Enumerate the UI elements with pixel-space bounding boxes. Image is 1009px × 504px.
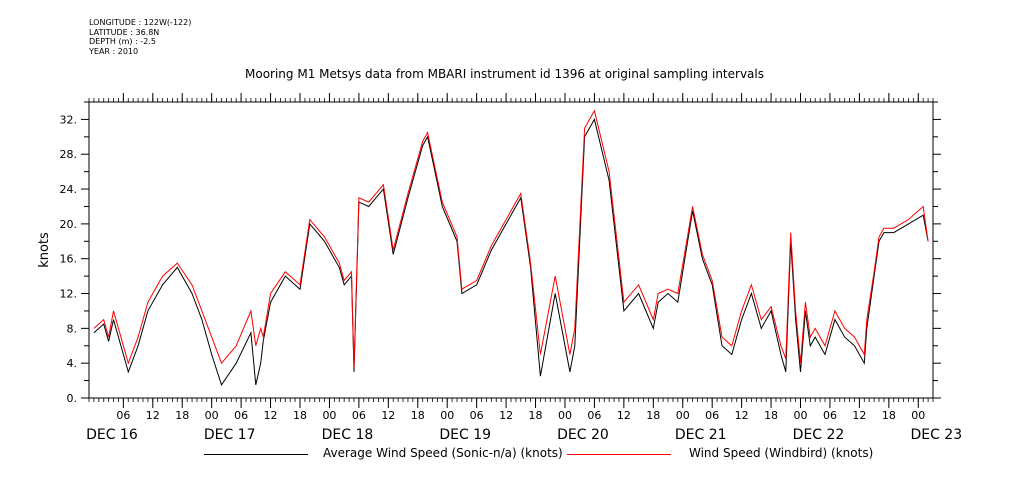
- plot-frame: [88, 101, 934, 399]
- legend-line-average: [204, 454, 308, 455]
- day-label: DEC 16: [86, 427, 138, 443]
- day-label: DEC 22: [793, 427, 845, 443]
- series-line-average: [93, 118, 929, 387]
- y-tick-label: 8.: [67, 322, 78, 335]
- x-tick-label: 18: [175, 409, 189, 422]
- x-tick-label: 00: [205, 409, 219, 422]
- legend-line-windbird: [567, 454, 671, 455]
- y-tick-label: 24.: [60, 183, 78, 196]
- y-tick-label: 16.: [60, 253, 78, 266]
- day-label: DEC 21: [675, 427, 727, 443]
- x-tick-label: 18: [764, 409, 778, 422]
- year-label: YEAR : 2010: [89, 46, 139, 56]
- x-tick-label: 06: [705, 409, 719, 422]
- x-tick-label: 18: [411, 409, 425, 422]
- x-tick-label: 12: [381, 409, 395, 422]
- metadata-block: LONGITUDE : 122W(-122) LATITUDE : 36.8N …: [89, 18, 191, 56]
- y-tick-label: 20.: [60, 218, 78, 231]
- y-tick-label: 0.: [67, 392, 78, 405]
- x-tick-label: 00: [322, 409, 336, 422]
- day-label: DEC 18: [322, 427, 374, 443]
- day-label: DEC 20: [557, 427, 609, 443]
- x-tick-label: 06: [234, 409, 248, 422]
- y-tick-label: 4.: [67, 357, 78, 370]
- x-tick-label: 00: [558, 409, 572, 422]
- x-tick-label: 12: [617, 409, 631, 422]
- day-label: DEC 17: [204, 427, 256, 443]
- x-tick-label: 06: [470, 409, 484, 422]
- x-tick-label: 12: [852, 409, 866, 422]
- y-tick-label: 32.: [60, 113, 78, 126]
- x-tick-label: 12: [735, 409, 749, 422]
- y-tick-label: 12.: [60, 288, 78, 301]
- y-axis-label: knots: [37, 232, 52, 268]
- x-tick-label: 00: [676, 409, 690, 422]
- x-tick-label: 18: [293, 409, 307, 422]
- x-tick-label: 06: [823, 409, 837, 422]
- x-tick-label: 18: [882, 409, 896, 422]
- legend-label-average: Average Wind Speed (Sonic-n/a) (knots): [323, 446, 563, 460]
- latitude-label: LATITUDE : 36.8N: [89, 27, 160, 37]
- day-label: DEC 19: [439, 427, 491, 443]
- depth-label: DEPTH (m) : -2.5: [89, 37, 156, 46]
- x-tick-label: 00: [911, 409, 925, 422]
- x-tick-label: 00: [440, 409, 454, 422]
- x-tick-label: 18: [646, 409, 660, 422]
- x-tick-label: 12: [499, 409, 513, 422]
- day-label: DEC 23: [910, 427, 962, 443]
- y-tick-label: 28.: [60, 148, 78, 161]
- series-line-windbird: [93, 109, 929, 368]
- longitude-label: LONGITUDE : 122W(-122): [89, 18, 192, 27]
- legend-label-windbird: Wind Speed (Windbird) (knots): [689, 446, 874, 460]
- x-tick-label: 00: [794, 409, 808, 422]
- x-tick-label: 06: [116, 409, 130, 422]
- x-tick-label: 12: [264, 409, 278, 422]
- chart-title: Mooring M1 Metsys data from MBARI instru…: [245, 67, 764, 81]
- x-tick-label: 06: [587, 409, 601, 422]
- legend: Average Wind Speed (Sonic-n/a) (knots) W…: [0, 445, 1009, 465]
- x-tick-label: 12: [146, 409, 160, 422]
- x-tick-label: 18: [529, 409, 543, 422]
- x-tick-label: 06: [352, 409, 366, 422]
